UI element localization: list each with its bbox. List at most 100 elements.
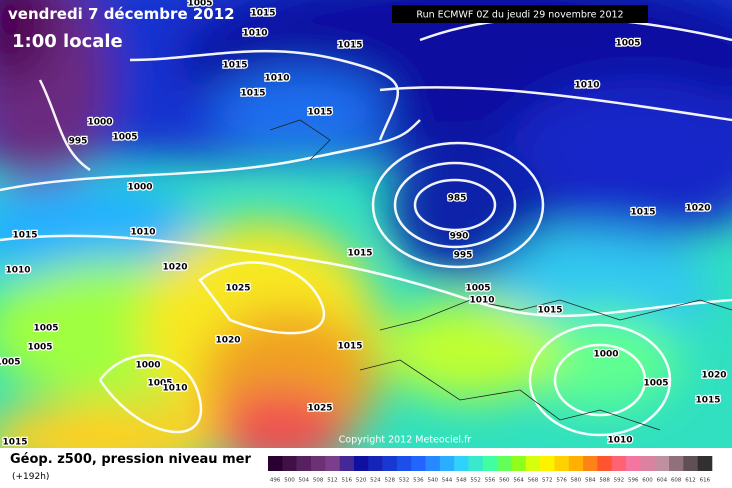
isobar-label: 1005 <box>187 0 212 9</box>
scale-label: 596 <box>628 478 639 484</box>
scale-swatch <box>640 456 656 471</box>
isobar-label: 995 <box>69 137 88 147</box>
isobar-label: 1020 <box>162 263 187 273</box>
scale-label: 568 <box>528 478 539 484</box>
isobar-label: 1020 <box>685 204 710 214</box>
isobar-label: 1005 <box>147 379 172 389</box>
isobar-label: 1010 <box>242 29 267 39</box>
scale-label: 588 <box>599 478 610 484</box>
scale-label: 544 <box>442 478 453 484</box>
isobar-label: 1005 <box>465 284 490 294</box>
isobar-label: 1005 <box>27 343 52 353</box>
isobar-label: 1015 <box>12 231 37 241</box>
scale-swatch <box>268 456 283 471</box>
copyright: Copyright 2012 Meteociel.fr <box>339 435 472 446</box>
scale-label: 496 <box>270 478 281 484</box>
scale-swatch <box>482 456 498 471</box>
isobar-label: 1025 <box>307 404 332 414</box>
isobar-label: 1005 <box>33 324 58 334</box>
scale-label: 504 <box>299 478 310 484</box>
isobar-label: 1005 <box>615 39 640 49</box>
scale-swatch <box>339 456 355 471</box>
isobar-label: 1010 <box>5 266 30 276</box>
isobar-label: 1005 <box>643 379 668 389</box>
run-box <box>392 5 648 23</box>
isobar-label: 1020 <box>215 336 240 346</box>
scale-swatch <box>669 456 684 471</box>
isobar-label: 1015 <box>347 249 372 259</box>
scale-swatch <box>353 456 369 471</box>
scale-label: 612 <box>685 478 696 484</box>
isobar-label: 1010 <box>469 296 494 306</box>
isobar-label: 1015 <box>537 306 562 316</box>
scale-label: 548 <box>456 478 467 484</box>
scale-label: 524 <box>370 478 381 484</box>
scale-swatch <box>554 456 570 471</box>
isobar-label: 1015 <box>630 208 655 218</box>
isobar-label: 1015 <box>240 89 265 99</box>
scale-swatch <box>454 456 469 471</box>
scale-label: 604 <box>657 478 668 484</box>
scale-swatch <box>382 456 398 471</box>
scale-label: 576 <box>556 478 567 484</box>
isobar-label: 1015 <box>222 61 247 71</box>
scale-label: 512 <box>327 478 338 484</box>
scale-label: 580 <box>571 478 582 484</box>
scale-label: 592 <box>614 478 625 484</box>
scale-label: 536 <box>413 478 424 484</box>
isobar-label: 985 <box>448 194 467 204</box>
isobar-label: 1015 <box>337 342 362 352</box>
isobar-label: 1000 <box>87 118 112 128</box>
scale-swatch <box>626 456 641 471</box>
scale-swatch <box>282 456 297 471</box>
scale-swatch <box>697 456 713 471</box>
isobar-label: 1010 <box>162 384 187 394</box>
scale-label: 584 <box>585 478 596 484</box>
scale-swatch <box>583 456 598 471</box>
scale-swatch <box>568 456 584 471</box>
scale-label: 600 <box>642 478 653 484</box>
scale-swatch <box>611 456 627 471</box>
scale-swatch <box>325 456 340 471</box>
scale-swatch <box>396 456 412 471</box>
scale-swatch <box>296 456 312 471</box>
scale-label: 572 <box>542 478 553 484</box>
scale-swatch <box>540 456 555 471</box>
scale-label: 616 <box>700 478 711 484</box>
isobar-label: 1020 <box>701 371 726 381</box>
scale-label: 528 <box>384 478 395 484</box>
scale-label: 500 <box>284 478 295 484</box>
scale-swatch <box>468 456 484 471</box>
scale-swatch <box>497 456 512 471</box>
isobar-label: 1015 <box>337 41 362 51</box>
legend-title: Géop. z500, pression niveau mer <box>10 452 251 467</box>
scale-swatch <box>654 456 670 471</box>
isobar-label: 1000 <box>593 350 618 360</box>
scale-label: 540 <box>427 478 438 484</box>
scale-swatch <box>525 456 541 471</box>
scale-swatch <box>683 456 698 471</box>
scale-label: 520 <box>356 478 367 484</box>
isobar-label: 1005 <box>112 133 137 143</box>
scale-label: 508 <box>313 478 324 484</box>
isobar-label: 1010 <box>130 228 155 238</box>
scale-swatch <box>439 456 455 471</box>
run-info: Run ECMWF 0Z du jeudi 29 novembre 2012 <box>416 10 623 21</box>
isobar-label: 995 <box>454 251 473 261</box>
scale-label: 532 <box>399 478 410 484</box>
isobar-label: 1015 <box>250 9 275 19</box>
isobar-label: 1015 <box>307 108 332 118</box>
scale-label: 552 <box>470 478 481 484</box>
isobar-label: 1005 <box>0 358 21 368</box>
map-date: vendredi 7 décembre 2012 <box>8 5 235 23</box>
scale-label: 556 <box>485 478 496 484</box>
scale-swatch <box>511 456 527 471</box>
scale-swatch <box>310 456 326 471</box>
isobar-label: 1010 <box>264 74 289 84</box>
isobar-label: 1025 <box>225 284 250 294</box>
isobar-label: 1010 <box>574 81 599 91</box>
scale-swatch <box>411 456 426 471</box>
scale-swatch <box>597 456 613 471</box>
isobar-label: 1000 <box>135 361 160 371</box>
